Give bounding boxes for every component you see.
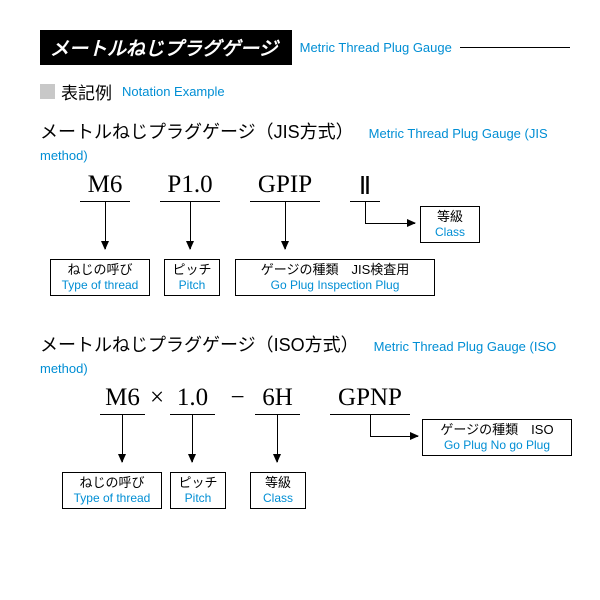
iso-box4: ゲージの種類 ISO Go Plug No go Plug — [422, 419, 572, 456]
iso-p3: 6H — [255, 384, 300, 412]
iso-box1-en: Type of thread — [69, 491, 155, 506]
jis-a4h — [365, 223, 415, 224]
jis-box3: ゲージの種類 JIS検査用 Go Plug Inspection Plug — [235, 259, 435, 296]
jis-p3: GPIP — [250, 171, 320, 199]
jis-a2 — [190, 201, 191, 249]
iso-sep2: − — [225, 384, 250, 412]
jis-title: メートルねじプラグゲージ（JIS方式） Metric Thread Plug G… — [40, 118, 570, 165]
iso-box2: ピッチ Pitch — [170, 472, 226, 509]
iso-p2: 1.0 — [170, 384, 215, 412]
jis-box1-jp: ねじの呼び — [57, 262, 143, 278]
title-jp: メートルねじプラグゲージ — [40, 30, 292, 65]
title-en: Metric Thread Plug Gauge — [300, 40, 452, 55]
iso-a2 — [192, 414, 193, 462]
iso-box2-jp: ピッチ — [177, 475, 219, 491]
iso-box3-jp: 等級 — [257, 475, 299, 491]
jis-p2: P1.0 — [160, 171, 220, 199]
jis-box3-jp: ゲージの種類 JIS検査用 — [242, 262, 428, 278]
iso-a4h — [370, 436, 418, 437]
iso-p1: M6 — [100, 384, 145, 412]
iso-box2-en: Pitch — [177, 491, 219, 506]
iso-diagram: M6 × 1.0 − 6H GPNP ねじの呼び Type of thread … — [40, 384, 570, 534]
jis-a4v — [365, 201, 366, 223]
subhead-en: Notation Example — [122, 84, 225, 99]
iso-title: メートルねじプラグゲージ（ISO方式） Metric Thread Plug G… — [40, 331, 570, 378]
jis-box4: 等級 Class — [420, 206, 480, 243]
jis-box2-jp: ピッチ — [171, 262, 213, 278]
iso-box1-jp: ねじの呼び — [69, 475, 155, 491]
iso-box4-en: Go Plug No go Plug — [429, 438, 565, 453]
iso-box1: ねじの呼び Type of thread — [62, 472, 162, 509]
iso-sep1: × — [147, 384, 167, 412]
jis-box4-jp: 等級 — [427, 209, 473, 225]
jis-diagram: M6 P1.0 GPIP Ⅱ ねじの呼び Type of thread ピッチ … — [40, 171, 570, 321]
iso-a3 — [277, 414, 278, 462]
jis-p1: M6 — [80, 171, 130, 199]
iso-box3: 等級 Class — [250, 472, 306, 509]
jis-box4-en: Class — [427, 225, 473, 240]
header-row: メートルねじプラグゲージ Metric Thread Plug Gauge — [40, 30, 570, 65]
jis-box3-en: Go Plug Inspection Plug — [242, 278, 428, 293]
subhead-row: 表記例 Notation Example — [40, 79, 570, 104]
jis-title-jp: メートルねじプラグゲージ（JIS方式） — [40, 122, 354, 142]
jis-a1 — [105, 201, 106, 249]
header-line — [460, 47, 570, 48]
iso-title-jp: メートルねじプラグゲージ（ISO方式） — [40, 335, 359, 355]
jis-p4: Ⅱ — [350, 171, 380, 201]
jis-box2-en: Pitch — [171, 278, 213, 293]
iso-box3-en: Class — [257, 491, 299, 506]
jis-a3 — [285, 201, 286, 249]
subhead-jp: 表記例 — [61, 79, 112, 104]
jis-box1-en: Type of thread — [57, 278, 143, 293]
iso-p4: GPNP — [330, 384, 410, 412]
iso-a4v — [370, 414, 371, 436]
grey-square-icon — [40, 84, 55, 99]
iso-box4-jp: ゲージの種類 ISO — [429, 422, 565, 438]
jis-box1: ねじの呼び Type of thread — [50, 259, 150, 296]
jis-box2: ピッチ Pitch — [164, 259, 220, 296]
iso-a1 — [122, 414, 123, 462]
